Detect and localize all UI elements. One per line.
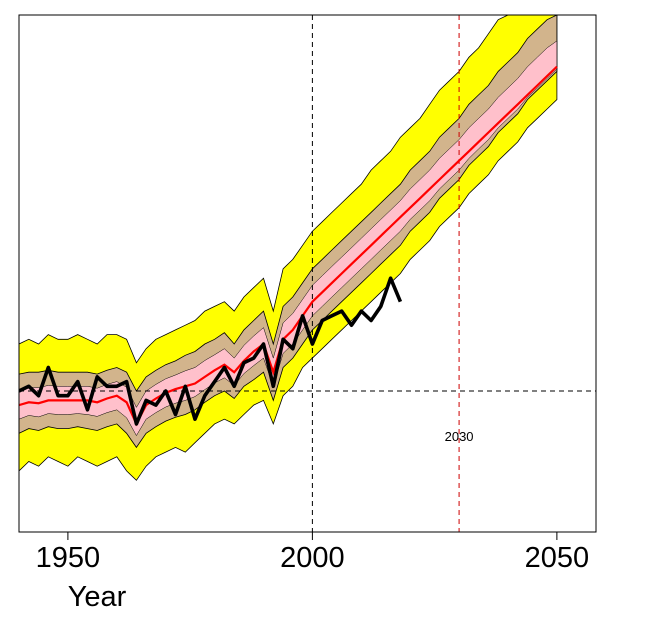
- plot-frame: [18, 14, 597, 533]
- x-tick-label-2000: 2000: [280, 542, 345, 574]
- x-tick-label-1950: 1950: [36, 542, 101, 574]
- x-axis-title: Year: [68, 581, 127, 613]
- target-year-label: 2030: [445, 429, 474, 444]
- median-line: [19, 65, 558, 427]
- observed-line: [19, 276, 403, 426]
- x-tick-label-2050: 2050: [525, 542, 590, 574]
- outer-band-5-95: [19, 15, 558, 481]
- inner-band: [19, 40, 558, 437]
